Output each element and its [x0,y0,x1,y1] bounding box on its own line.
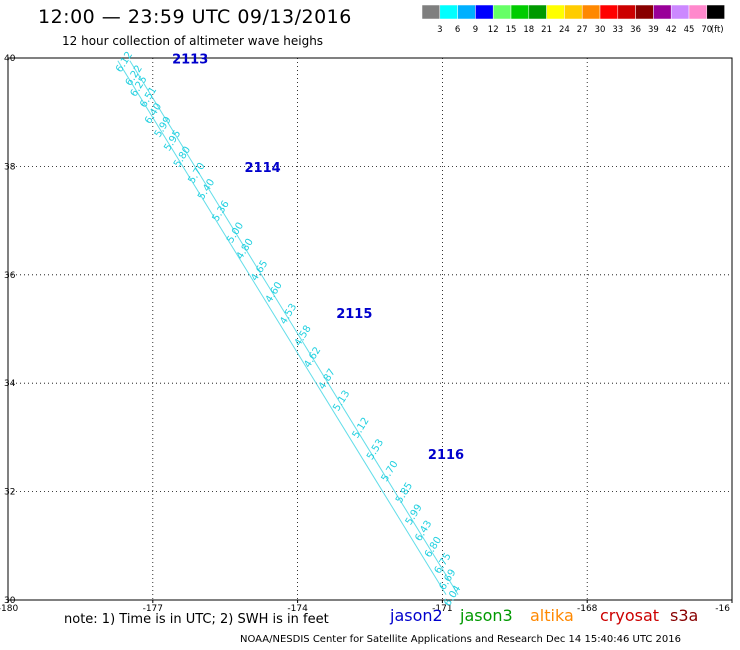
legend-swatch [546,4,565,20]
legend-label: 70 [701,25,712,35]
satellite-jason3: jason3 [460,606,513,625]
legend-swatch [528,4,547,20]
plot-frame [7,57,733,601]
track-value: 4.53 [278,302,299,327]
credit-line: NOAA/NESDIS Center for Satellite Applica… [240,634,682,645]
time-label: 2113 [172,52,208,67]
y-tick-label: 38 [4,162,16,172]
legend-swatch [635,4,654,20]
satellite-altika: altika [530,606,574,625]
axis-ticks: -180 -177 -174 -171 -168 -16 30 32 34 36 38 40 [0,54,733,614]
legend-label: 21 [541,25,552,35]
time-label: 2114 [245,161,281,176]
track-value: 4.58 [293,324,314,349]
legend-swatch [653,4,672,20]
page-title: 12:00 — 23:59 UTC 09/13/2016 [38,6,352,28]
x-tick-label: -171 [432,604,452,614]
legend-label: 27 [577,25,588,35]
x-tick-label: -174 [287,604,308,614]
legend-label: 36 [630,25,641,35]
time-labels: 2113 2114 2115 2116 [172,52,464,463]
legend-swatch [670,4,690,20]
time-label: 2116 [428,448,464,463]
track-value: 5.85 [394,481,415,506]
legend-swatch [706,4,725,20]
legend-label: 15 [506,25,517,35]
legend-swatch [421,4,441,20]
x-tick-label: -177 [143,604,163,614]
y-tick-label: 30 [4,596,16,606]
x-tick-label: -168 [577,604,598,614]
footnote: note: 1) Time is in UTC; 2) SWH is in fe… [64,612,329,627]
legend-swatch [599,4,619,20]
legend-label: 3 [437,25,442,35]
legend-swatch [492,4,512,20]
legend-label: 30 [595,25,606,35]
track-line-east [129,60,459,595]
legend-label: 9 [473,25,478,35]
legend-swatch [617,4,636,20]
legend-swatch [475,4,494,20]
legend-swatch [564,4,583,20]
x-tick-label: -180 [0,604,18,614]
satellite-track: 6.126.226.256.516.405.995.955.805.705.40… [114,50,463,609]
legend-label: 39 [648,25,659,35]
track-value: 5.53 [365,437,386,462]
track-value: 5.13 [331,389,352,414]
grid [7,57,733,601]
legend-label: 42 [666,25,677,35]
legend-label: 6 [455,25,460,35]
track-value: 5.36 [211,199,232,224]
legend-label: 18 [523,25,534,35]
legend-label: 33 [612,25,623,35]
legend-swatch [457,4,476,20]
color-legend: 3 6 9 12 15 18 21 24 27 30 33 36 39 42 45 70(ft) [421,4,725,35]
legend-label: 24 [559,25,570,35]
satellite-jason2: jason2 [390,606,443,625]
legend-label: 45 [684,25,695,35]
y-tick-label: 34 [4,379,16,389]
x-tick-label: -16 [715,604,730,614]
y-tick-label: 36 [4,271,16,281]
track-line-west [117,60,447,595]
legend-unit: (ft) [711,25,724,35]
legend-swatch [581,4,601,20]
satellite-cryosat: cryosat [600,606,660,625]
y-tick-label: 40 [4,54,16,64]
time-label: 2115 [336,307,372,322]
legend-swatch [439,4,458,20]
y-tick-label: 32 [4,488,15,498]
satellite-s3a: s3a [670,606,699,625]
legend-swatch [510,4,530,20]
page-subtitle: 12 hour collection of altimeter wave hei… [62,34,324,48]
legend-label: 12 [488,25,499,35]
legend-swatch [688,4,708,20]
